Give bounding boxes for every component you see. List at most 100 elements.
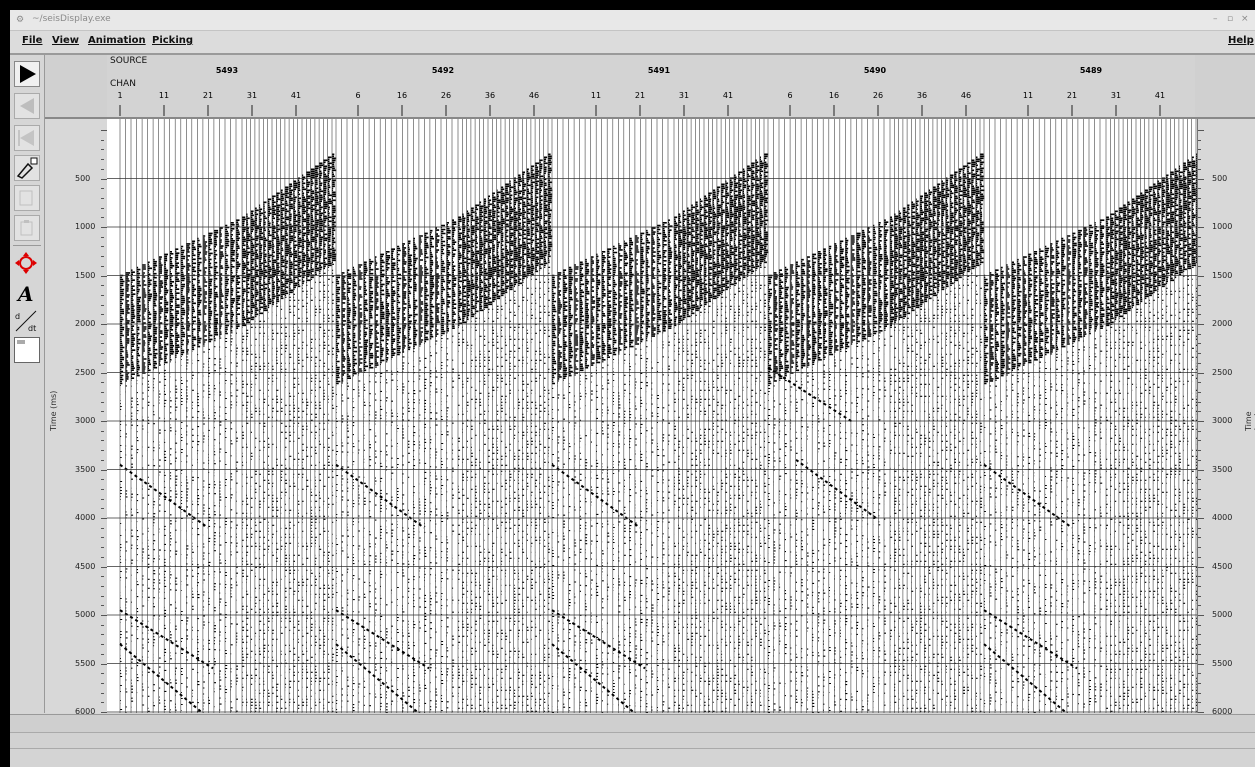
first-arrival-wiggle [186, 243, 191, 353]
time-minor-tick [101, 576, 104, 578]
pick-tool-button[interactable] [14, 155, 40, 181]
first-arrival-wiggle [509, 180, 514, 291]
pan-button[interactable] [14, 251, 40, 277]
first-arrival-wiggle [967, 162, 972, 273]
time-minor-tick [1198, 653, 1201, 655]
first-arrival-wiggle [682, 210, 687, 321]
menu-bar: File View Animation Picking Help [10, 31, 1255, 55]
channel-number: 16 [829, 91, 839, 100]
time-tick-label: 3000 [1212, 416, 1233, 425]
seismic-plot[interactable] [107, 119, 1197, 713]
derivative-button[interactable]: d dt [14, 309, 40, 335]
first-arrival-wiggle [1011, 261, 1017, 372]
menu-picking[interactable]: Picking [152, 35, 194, 46]
rewind-button[interactable] [14, 125, 40, 151]
time-minor-tick [1198, 256, 1201, 258]
time-minor-tick [1198, 275, 1204, 277]
first-arrival-wiggle [1110, 213, 1115, 324]
time-minor-tick [1198, 527, 1201, 529]
minimize-button[interactable]: – [1213, 14, 1218, 24]
first-arrival-wiggle [263, 201, 268, 312]
first-arrival-wiggle [208, 232, 213, 343]
time-minor-tick [1198, 488, 1201, 490]
first-arrival-wiggle [995, 269, 1000, 379]
first-arrival-wiggle [812, 253, 817, 364]
color-box-button[interactable] [14, 337, 40, 363]
time-minor-tick [101, 673, 104, 675]
trace-lines [1105, 119, 1197, 713]
channel-number: 6 [355, 91, 360, 100]
time-minor-tick [101, 653, 104, 655]
menu-view[interactable]: View [52, 35, 80, 46]
time-minor-tick [101, 168, 104, 170]
time-minor-tick [1198, 605, 1201, 607]
step-back-button[interactable] [14, 93, 40, 119]
menu-file[interactable]: File [22, 35, 43, 46]
channel-number: 41 [723, 91, 733, 100]
first-arrival-wiggle [784, 266, 790, 377]
time-minor-tick [101, 411, 104, 413]
first-arrival-wiggle [678, 213, 683, 324]
first-arrival-wiggle [607, 248, 612, 358]
menu-help[interactable]: Help [1228, 35, 1254, 46]
dipping-event [119, 609, 214, 670]
first-arrival-wiggle [568, 266, 573, 377]
derivative-icon: ddt [15, 310, 37, 333]
time-tick-label: 4500 [75, 561, 96, 571]
first-arrival-wiggle [773, 272, 778, 382]
time-minor-tick [1198, 227, 1204, 228]
first-arrival-wiggle [1039, 248, 1044, 358]
time-minor-tick [1198, 294, 1201, 296]
first-arrival-wiggle [725, 180, 730, 291]
channel-number: 41 [291, 91, 301, 100]
first-arrival-wiggle [662, 222, 667, 332]
paste-icon [20, 220, 33, 236]
time-minor-tick [101, 188, 104, 190]
channel-number: 26 [441, 91, 451, 100]
first-arrival-wiggle [579, 261, 585, 372]
first-arrival-wiggle [557, 272, 562, 382]
paste-button[interactable] [14, 215, 40, 241]
trace-noise [721, 293, 724, 712]
first-arrival-wiggle [894, 213, 899, 324]
app-icon: ⚙ [16, 15, 25, 25]
first-arrival-wiggle [898, 210, 904, 321]
first-arrival-wiggle [1191, 156, 1197, 267]
first-arrival-wiggle [505, 183, 510, 294]
first-arrival-wiggle [488, 195, 493, 306]
time-minor-tick [1198, 585, 1201, 587]
first-arrival-wiggle [276, 192, 281, 303]
time-minor-tick [1198, 149, 1201, 151]
first-arrival-wiggle [424, 232, 429, 343]
dipping-event [119, 463, 209, 529]
menu-animation[interactable]: Animation [88, 35, 146, 46]
time-minor-tick [1198, 188, 1201, 190]
first-arrival-wiggle [1028, 253, 1033, 364]
first-arrival-wiggle [246, 213, 251, 324]
first-arrival-wiggle [363, 261, 369, 372]
time-minor-tick [1198, 333, 1201, 335]
time-minor-tick [101, 275, 107, 277]
time-minor-tick [101, 556, 104, 558]
time-tick-label: 500 [1212, 173, 1228, 183]
first-arrival-wiggle [954, 171, 959, 282]
time-minor-tick [101, 314, 104, 316]
copy-button[interactable] [14, 185, 40, 211]
time-minor-tick [101, 498, 104, 500]
first-arrival-wiggle [1106, 216, 1111, 327]
trace-lines [335, 119, 453, 713]
first-arrival-wiggle [1072, 232, 1077, 343]
maximize-button[interactable]: ▫ [1227, 14, 1234, 24]
play-button[interactable] [14, 61, 40, 87]
first-arrival-wiggle [492, 192, 497, 303]
first-arrival-wiggle [574, 264, 579, 374]
time-minor-tick [101, 537, 104, 539]
first-arrival-wiggle [452, 219, 457, 329]
close-button[interactable]: × [1241, 14, 1249, 24]
first-arrival-wiggle [352, 266, 358, 377]
time-axis-right: Time (ms) 500 1000 1500 2000 2500 3000 3500 400… [1197, 119, 1255, 716]
time-minor-tick [101, 595, 104, 597]
first-arrival-wiggle [1131, 198, 1137, 309]
text-annotation-button[interactable]: A [14, 281, 40, 307]
first-arrival-wiggle [1153, 183, 1158, 294]
